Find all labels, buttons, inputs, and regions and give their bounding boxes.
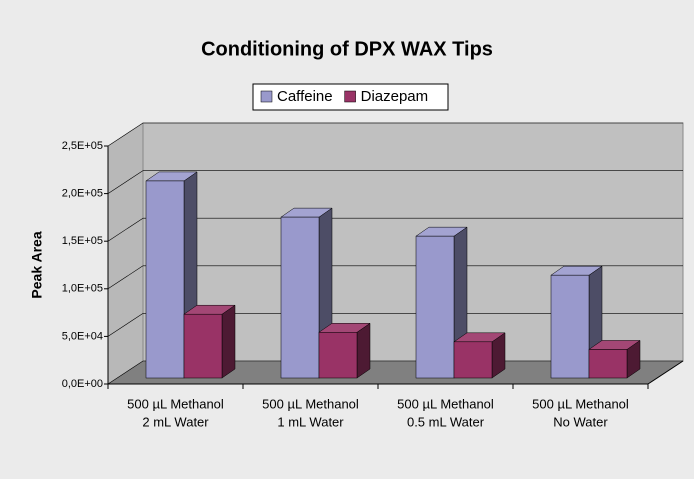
bar [318,332,358,379]
bar [588,349,628,379]
y-tick-label: 2,5E+05 [62,140,103,152]
grid-line-side [107,313,144,337]
x-tick-label: 500 µL Methanol [532,396,629,411]
legend-swatch [260,90,273,103]
legend-swatch [344,90,356,103]
bar-side [221,304,236,379]
floor [108,361,683,384]
bar-side [356,322,371,379]
x-tick-label: 0.5 mL Water [407,414,485,429]
x-tick-label: 500 µL Methanol [262,396,359,411]
bar [183,313,223,379]
grid-line-side [107,217,144,242]
y-tick-label: 1,5E+05 [62,235,103,247]
floor-edge [647,360,684,385]
bar [453,341,493,379]
y-tick-label: 2,0E+05 [62,188,103,200]
legend-label: Diazepam [361,88,429,105]
y-tick-label: 1,0E+05 [62,283,103,295]
x-tick-label: 2 mL Water [142,414,209,429]
x-tick-label: No Water [553,414,608,429]
grid-line-side [107,170,144,194]
bar [550,274,590,379]
bar [145,180,185,379]
y-tick-label: 0,0E+00 [62,378,103,390]
grid-line-side [107,265,144,290]
bar [280,216,320,379]
grid-line-side [107,122,144,147]
grid-line-side [107,360,144,385]
x-tick-label: 500 µL Methanol [127,396,224,411]
y-tick-label: 5,0E+04 [62,330,103,342]
chart-title: Conditioning of DPX WAX Tips [201,38,493,60]
bar [415,235,455,379]
x-tick-label: 1 mL Water [277,414,344,429]
x-tick-label: 500 µL Methanol [397,396,494,411]
side-wall [108,123,143,384]
legend-label: Caffeine [277,88,333,105]
y-axis-label: Peak Area [29,231,45,298]
